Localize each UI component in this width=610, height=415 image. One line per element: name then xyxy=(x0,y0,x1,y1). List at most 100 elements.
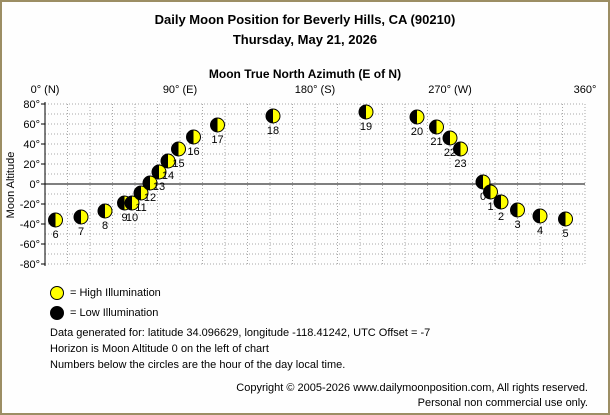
legend-low-label: = Low Illumination xyxy=(70,307,159,319)
chart-date: Thursday, May 21, 2026 xyxy=(232,32,378,47)
note-location: Data generated for: latitude 34.096629, … xyxy=(50,327,431,339)
moon-point: 23 xyxy=(453,141,468,170)
hour-label: 8 xyxy=(102,220,108,232)
moon-dark-half xyxy=(186,130,194,144)
moon-point: 15 xyxy=(171,141,186,170)
moon-point: 0 xyxy=(475,174,491,203)
hour-label: 6 xyxy=(52,229,58,241)
chart-title: Daily Moon Position for Beverly Hills, C… xyxy=(154,12,456,27)
moon-dark-half xyxy=(494,195,501,209)
hour-label: 10 xyxy=(126,212,138,224)
hour-label: 2 xyxy=(498,211,504,223)
moon-point: 2 xyxy=(493,194,509,223)
moon-point: 7 xyxy=(73,209,89,238)
y-tick-label: -80° xyxy=(20,259,40,271)
y-tick-label: -40° xyxy=(20,219,40,231)
hour-label: 23 xyxy=(454,158,466,170)
moon-dark-half xyxy=(171,142,179,156)
usage-note: Personal non commercial use only. xyxy=(417,397,588,409)
y-tick-label: 80° xyxy=(23,99,40,111)
y-tick-label: -60° xyxy=(20,239,40,251)
hour-label: 0 xyxy=(480,191,486,203)
hour-label: 18 xyxy=(267,125,279,137)
hour-label: 5 xyxy=(562,228,568,240)
moon-point: 20 xyxy=(409,109,425,138)
x-tick-label: 270° (W) xyxy=(428,84,472,96)
moon-dark-half xyxy=(533,209,540,223)
moon-dark-half xyxy=(152,165,159,179)
moon-dark-half xyxy=(74,210,81,224)
moon-dark-half xyxy=(476,175,483,189)
x-tick-label: 0° (N) xyxy=(31,84,60,96)
moon-point: 5 xyxy=(558,211,573,240)
hour-label: 11 xyxy=(135,202,146,214)
moon-dark-half xyxy=(483,185,491,199)
moon-dark-half xyxy=(443,131,450,145)
moon-point: 21 xyxy=(429,119,444,148)
moon-dark-half xyxy=(359,105,366,119)
moon-point: 10 xyxy=(124,195,140,224)
hour-label: 15 xyxy=(172,158,184,170)
hour-label: 20 xyxy=(411,126,423,138)
y-axis-title: Moon Altitude xyxy=(5,152,17,219)
moon-dark-half xyxy=(210,118,218,132)
x-tick-label: 90° (E) xyxy=(163,84,197,96)
moon-dark-half xyxy=(143,176,150,190)
moon-point: 14 xyxy=(160,153,176,182)
hour-label: 19 xyxy=(360,121,372,133)
hour-label: 17 xyxy=(211,134,223,146)
y-tick-label: 20° xyxy=(23,159,40,171)
moon-dark-half xyxy=(266,109,273,123)
hour-label: 7 xyxy=(78,226,84,238)
moon-point: 19 xyxy=(358,104,374,133)
legend-high-label: = High Illumination xyxy=(70,287,161,299)
x-tick-label: 360° xyxy=(574,84,597,96)
y-tick-label: 40° xyxy=(23,139,40,151)
moon-dark-half xyxy=(161,154,168,168)
hour-label: 14 xyxy=(162,170,174,182)
y-tick-label: -20° xyxy=(20,199,40,211)
moon-dark-half xyxy=(117,196,125,210)
moon-dark-half xyxy=(134,186,141,200)
moon-point: 8 xyxy=(97,203,113,232)
copyright: Copyright © 2005-2026 www.dailymoonposit… xyxy=(236,382,588,394)
low-illumination-icon xyxy=(50,306,64,320)
moon-dark-half xyxy=(558,212,566,226)
axes xyxy=(41,102,585,266)
high-illumination-icon xyxy=(50,286,64,300)
moon-point: 11 xyxy=(133,185,149,214)
moon-point: 18 xyxy=(265,108,281,137)
moon-point: 1 xyxy=(483,184,498,213)
moon-point: 13 xyxy=(151,164,167,193)
legend-low: = Low Illumination xyxy=(50,306,158,320)
moon-point: 3 xyxy=(510,202,525,231)
moon-point: 22 xyxy=(442,130,458,159)
moon-point: 16 xyxy=(186,129,201,158)
note-hours: Numbers below the circles are the hour o… xyxy=(50,359,346,371)
hour-label: 16 xyxy=(187,146,199,158)
y-tick-label: 60° xyxy=(23,119,40,131)
hour-label: 22 xyxy=(444,147,456,159)
moon-point: 17 xyxy=(210,117,225,146)
x-axis-title: Moon True North Azimuth (E of N) xyxy=(208,67,402,81)
moon-dark-half xyxy=(48,213,56,227)
hour-label: 21 xyxy=(430,136,442,148)
hour-label: 9 xyxy=(121,212,127,224)
x-tick-label: 180° (S) xyxy=(295,84,335,96)
moon-point: 6 xyxy=(48,212,63,241)
moon-dark-half xyxy=(453,142,461,156)
moon-dark-half xyxy=(410,110,417,124)
moon-dark-half xyxy=(429,120,437,134)
moon-point: 4 xyxy=(532,208,548,237)
moon-dark-half xyxy=(125,196,132,210)
grid xyxy=(44,103,586,265)
hour-label: 12 xyxy=(144,192,156,204)
tick-labels: 80° 60° 40° 20° 0° -20° -40° -60° -80° 0° (N) 90° … xyxy=(20,84,597,271)
moon-point: 12 xyxy=(142,175,158,204)
moon-dark-half xyxy=(98,204,105,218)
y-tick-label: 0° xyxy=(29,179,40,191)
note-horizon: Horizon is Moon Altitude 0 on the left o… xyxy=(50,343,269,355)
moon-dark-half xyxy=(510,203,518,218)
